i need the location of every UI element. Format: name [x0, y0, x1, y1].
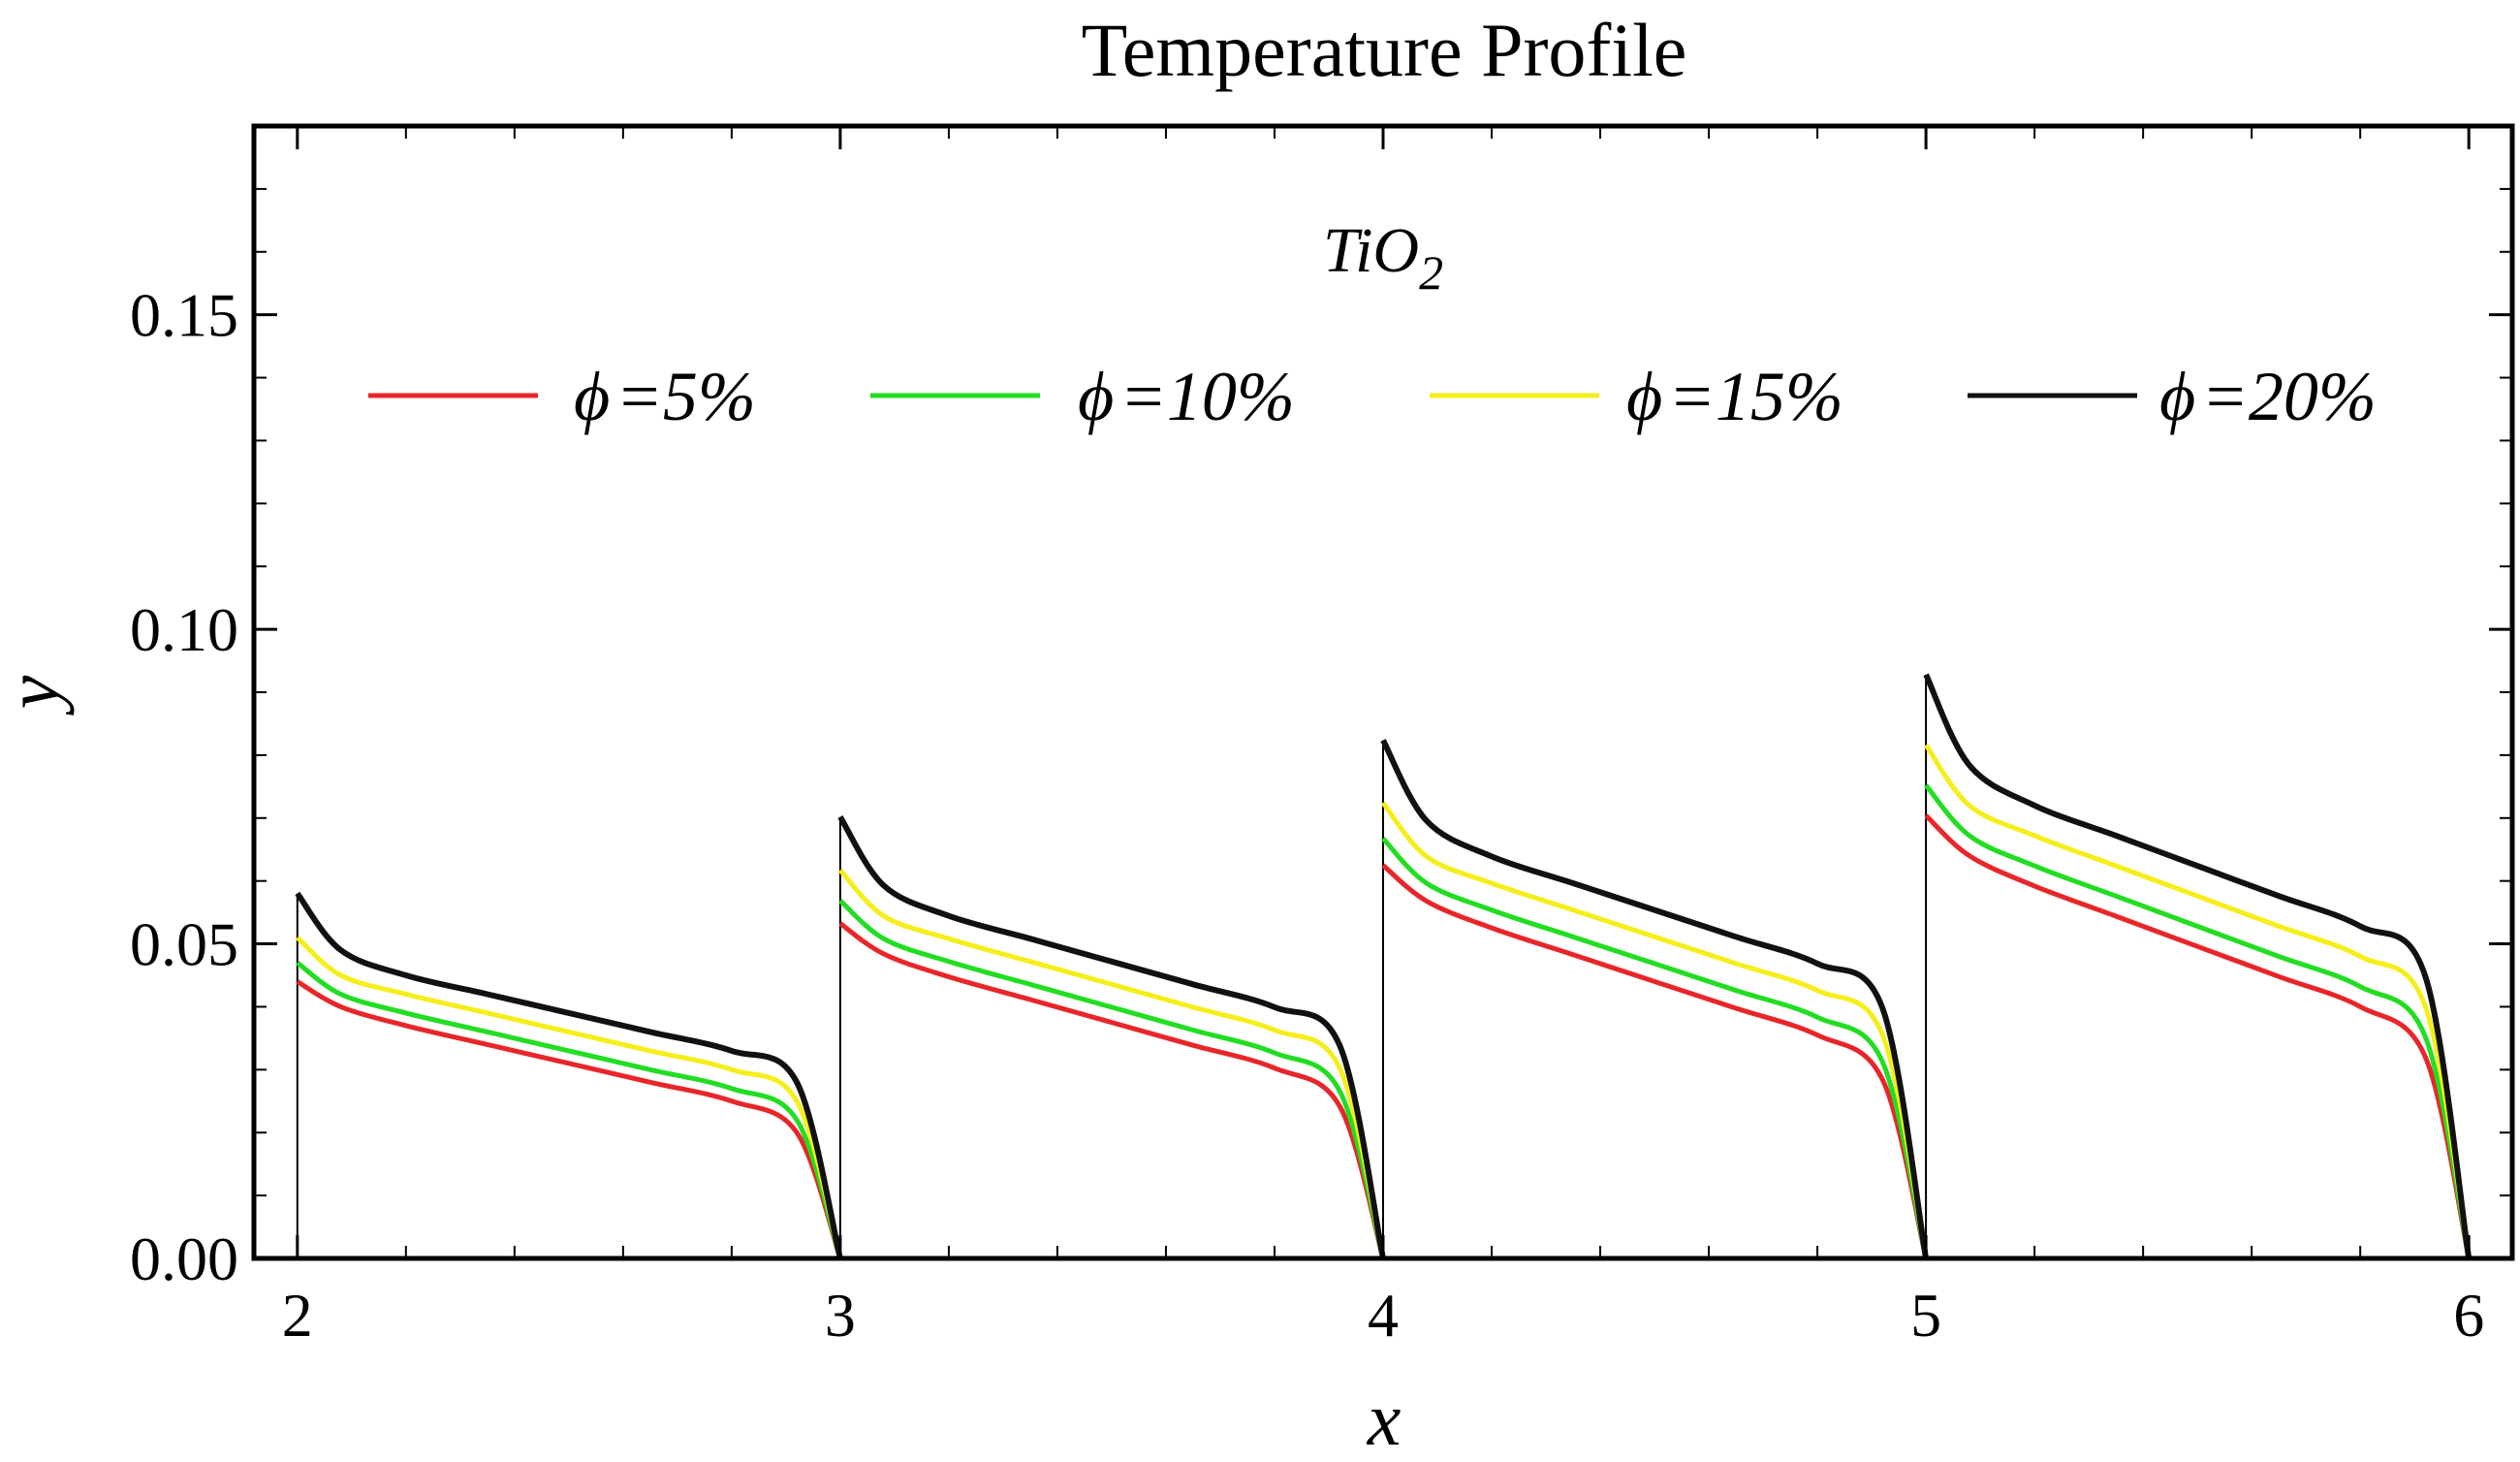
y-tick-label: 0.15: [130, 281, 238, 350]
x-tick-label: 3: [825, 1281, 856, 1350]
series-line-2-segment-1: [296, 960, 843, 1259]
series-line-1-segment-1: [296, 979, 843, 1259]
series-line-4-segment-3: [1380, 739, 1930, 1259]
series-line-4-segment-2: [837, 814, 1386, 1259]
legend-label-4: ϕ=20%: [2159, 358, 2377, 435]
x-tick-label: 6: [2453, 1281, 2484, 1350]
x-tick-label: 5: [1910, 1281, 1941, 1350]
legend-label-2: ϕ=10%: [1078, 358, 1295, 435]
x-tick-label: 2: [282, 1281, 313, 1350]
series-line-2-segment-2: [838, 899, 1386, 1259]
series-line-2-segment-4: [1924, 783, 2472, 1259]
series-layer: [295, 673, 2473, 1259]
chart-title: Temperature Profile: [1082, 8, 1687, 92]
y-tick-label: 0.00: [130, 1224, 238, 1293]
x-tick-label: 4: [1368, 1281, 1399, 1350]
series-line-2-segment-3: [1381, 837, 1929, 1259]
y-axis-label: y: [0, 675, 75, 715]
series-line-3-segment-1: [296, 936, 843, 1259]
series-line-4-segment-1: [295, 891, 843, 1259]
series-line-3-segment-2: [838, 868, 1386, 1259]
x-axis-label: x: [1367, 1377, 1402, 1461]
series-line-3-segment-4: [1924, 744, 2472, 1259]
axis-ticks: 2 3 4 5 6 0.00 0.05 0.10 0.15: [130, 126, 2512, 1350]
legend-title: TiO2: [1323, 215, 1443, 300]
legend: TiO2 ϕ=5% ϕ=10% ϕ=15% ϕ=20%: [368, 215, 2377, 435]
y-tick-label: 0.05: [130, 910, 238, 979]
series-line-1-segment-3: [1381, 863, 1929, 1259]
series-line-3-segment-3: [1381, 801, 1929, 1259]
legend-label-1: ϕ=5%: [574, 358, 756, 435]
y-tick-label: 0.10: [130, 595, 238, 664]
legend-label-3: ϕ=15%: [1626, 358, 1843, 435]
series-line-1-segment-4: [1924, 813, 2472, 1259]
series-line-1-segment-2: [838, 921, 1386, 1259]
series-line-4-segment-4: [1923, 673, 2473, 1259]
